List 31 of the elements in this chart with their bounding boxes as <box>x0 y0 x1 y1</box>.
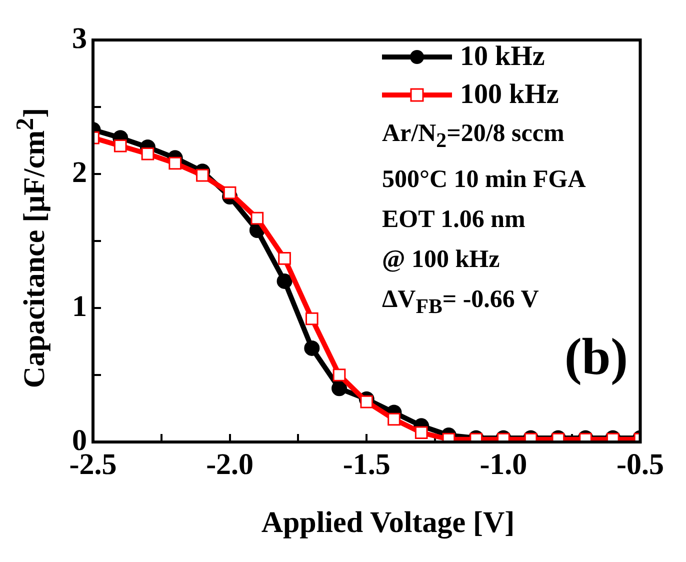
annotation: Ar/N$_{2}$=20/8 sccm <box>382 119 566 154</box>
y-tick-label: 2 <box>72 156 87 189</box>
point <box>250 212 264 225</box>
point <box>360 395 374 408</box>
point <box>223 186 236 200</box>
point <box>388 412 400 426</box>
point <box>276 273 292 289</box>
annotation: ΔV$_{FB}$= -0.66 V <box>382 285 540 320</box>
point <box>332 368 346 382</box>
y-tick-label: 3 <box>72 22 87 55</box>
point <box>114 139 127 152</box>
point <box>196 168 209 182</box>
y-tick-label: 1 <box>72 290 87 323</box>
x-tick-label: -2.0 <box>206 448 254 481</box>
legend-label: 100 kHz <box>460 79 559 111</box>
x-tick-label: -1.0 <box>480 448 528 481</box>
point <box>278 252 291 265</box>
point <box>304 340 320 356</box>
point <box>332 380 348 396</box>
point <box>141 147 154 160</box>
point <box>414 426 428 440</box>
annotation: (b) <box>564 328 628 387</box>
x-tick-label: -1.5 <box>342 448 390 481</box>
point <box>168 156 182 170</box>
annotation: @ 100 kHz <box>382 245 501 275</box>
x-tick-label: -0.5 <box>616 448 664 481</box>
point <box>305 312 318 326</box>
legend-label: 10 kHz <box>460 41 545 73</box>
annotation: 500°C 10 min FGA <box>382 165 587 195</box>
annotation: EOT 1.06 nm <box>382 205 526 235</box>
x-axis-title: Applied Voltage [V] <box>260 506 516 540</box>
